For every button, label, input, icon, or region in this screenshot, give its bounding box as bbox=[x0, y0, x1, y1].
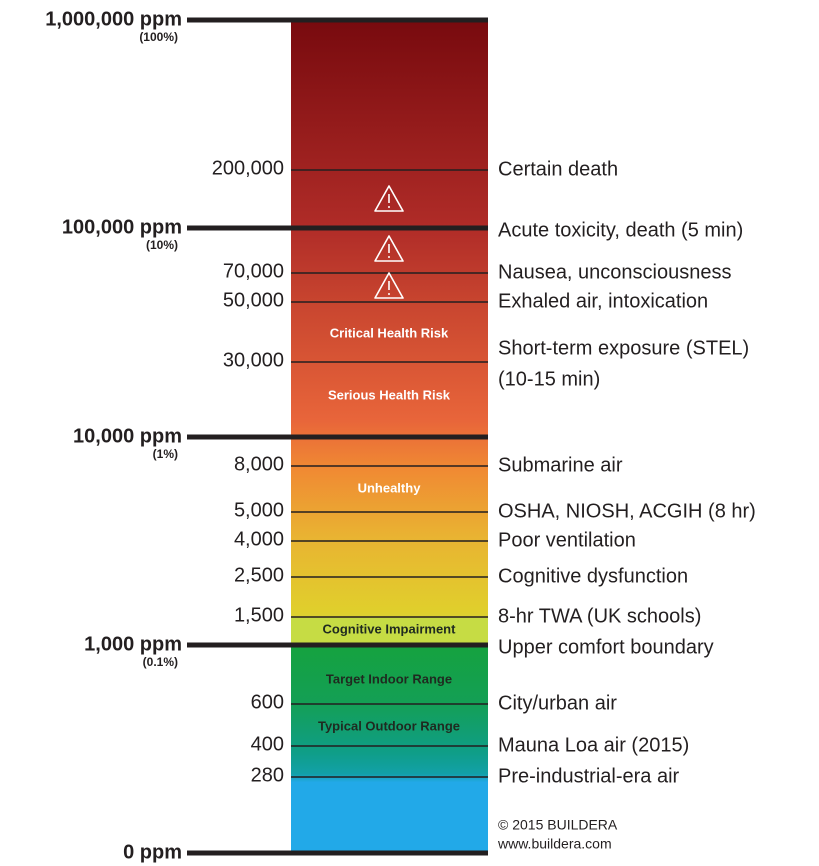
warning-dot bbox=[388, 293, 390, 295]
warning-icon bbox=[374, 185, 404, 212]
level-description: OSHA, NIOSH, ACGIH (8 hr) bbox=[498, 500, 756, 522]
major-note: (0.1%) bbox=[143, 655, 178, 669]
level-value: 50,000 bbox=[223, 289, 284, 311]
level-value: 1,500 bbox=[234, 604, 284, 626]
level-value: 200,000 bbox=[212, 157, 284, 179]
level-description: Short-term exposure (STEL) bbox=[498, 337, 749, 359]
level-value: 600 bbox=[251, 691, 284, 713]
level-description: (10-15 min) bbox=[498, 368, 600, 390]
level-description: Cognitive dysfunction bbox=[498, 565, 688, 587]
level-description: Pre-industrial-era air bbox=[498, 765, 680, 787]
level-value: 70,000 bbox=[223, 260, 284, 282]
level-description: Exhaled air, intoxication bbox=[498, 290, 708, 312]
level-description: City/urban air bbox=[498, 692, 617, 714]
zone-label: Serious Health Risk bbox=[328, 387, 451, 402]
zone-label: Cognitive Impairment bbox=[323, 621, 457, 636]
zone-label: Critical Health Risk bbox=[330, 325, 449, 340]
level-description: 8-hr TWA (UK schools) bbox=[498, 605, 701, 627]
level-value: 5,000 bbox=[234, 499, 284, 521]
level-value: 2,500 bbox=[234, 564, 284, 586]
level-description: Acute toxicity, death (5 min) bbox=[498, 219, 743, 241]
major-label: 1,000,000 ppm bbox=[45, 8, 182, 30]
major-note: (1%) bbox=[153, 447, 178, 461]
major-label: 10,000 ppm bbox=[73, 425, 182, 447]
major-label: 0 ppm bbox=[123, 841, 182, 863]
copyright: © 2015 BUILDERA bbox=[498, 817, 618, 833]
major-note: (10%) bbox=[146, 238, 178, 252]
cognitive-band bbox=[291, 618, 488, 645]
level-description: Certain death bbox=[498, 158, 618, 180]
website: www.buildera.com bbox=[497, 836, 612, 852]
level-description: Upper comfort boundary bbox=[498, 636, 714, 658]
major-note: (100%) bbox=[139, 30, 178, 44]
level-description: Poor ventilation bbox=[498, 529, 636, 551]
warning-dot bbox=[388, 206, 390, 208]
zone-label: Target Indoor Range bbox=[326, 671, 452, 686]
warning-icon bbox=[374, 272, 404, 299]
level-value: 30,000 bbox=[223, 349, 284, 371]
level-description: Submarine air bbox=[498, 454, 623, 476]
level-value: 8,000 bbox=[234, 453, 284, 475]
level-value: 400 bbox=[251, 733, 284, 755]
zone-label: Unhealthy bbox=[358, 480, 422, 495]
level-description: Nausea, unconsciousness bbox=[498, 261, 731, 283]
level-description: Mauna Loa air (2015) bbox=[498, 734, 689, 756]
warning-dot bbox=[388, 256, 390, 258]
level-value: 4,000 bbox=[234, 528, 284, 550]
major-label: 1,000 ppm bbox=[84, 633, 182, 655]
major-label: 100,000 ppm bbox=[62, 216, 182, 238]
zone-label: Typical Outdoor Range bbox=[318, 718, 460, 733]
level-value: 280 bbox=[251, 764, 284, 786]
warning-icon bbox=[374, 235, 404, 262]
